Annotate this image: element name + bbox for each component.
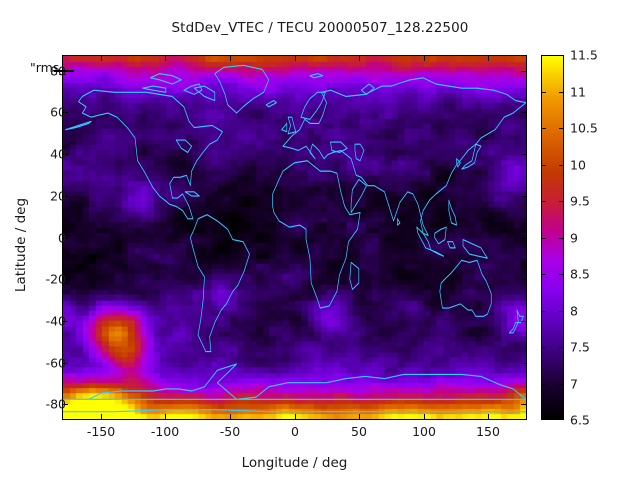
y-tick xyxy=(63,196,68,197)
colorbar-tick-label: 11.5 xyxy=(570,47,598,63)
x-tick-top xyxy=(488,56,489,61)
y-tick-right xyxy=(521,279,526,280)
y-axis-label: Latitude / deg xyxy=(13,197,29,293)
y-tick-right xyxy=(521,363,526,364)
colorbar-tick xyxy=(541,128,546,129)
x-tick xyxy=(488,414,489,419)
x-tick-top xyxy=(165,56,166,61)
colorbar-tick-right xyxy=(559,165,564,166)
y-tick-right xyxy=(521,196,526,197)
y-tick-label: -20 xyxy=(45,271,66,287)
x-tick-top xyxy=(359,56,360,61)
colorbar[interactable] xyxy=(541,55,564,420)
colorbar-tick-label: 9 xyxy=(570,230,578,246)
y-tick xyxy=(63,363,68,364)
colorbar-tick-right xyxy=(559,201,564,202)
colorbar-tick xyxy=(541,201,546,202)
colorbar-tick-label: 8.5 xyxy=(570,266,590,282)
colorbar-tick-label: 6.5 xyxy=(570,412,590,428)
y-tick-right xyxy=(521,404,526,405)
vtec-stddev-heatmap xyxy=(63,56,526,419)
colorbar-tick xyxy=(541,384,546,385)
x-tick xyxy=(295,414,296,419)
map-plot-area[interactable] xyxy=(62,55,527,420)
y-tick-label: -60 xyxy=(45,355,66,371)
colorbar-tick-right xyxy=(559,347,564,348)
colorbar-tick-right xyxy=(559,92,564,93)
x-tick-label: 150 xyxy=(476,424,500,439)
y-tick xyxy=(63,154,68,155)
y-tick-label: -80 xyxy=(45,396,66,412)
y-tick-label: -40 xyxy=(45,313,66,329)
y-tick-label: 40 xyxy=(50,146,66,162)
x-axis-label: Longitude / deg xyxy=(241,455,348,471)
x-tick xyxy=(424,414,425,419)
y-tick-right xyxy=(521,112,526,113)
colorbar-tick-label: 11 xyxy=(570,84,586,100)
colorbar-tick-label: 9.5 xyxy=(570,193,590,209)
x-tick xyxy=(359,414,360,419)
y-tick-right xyxy=(521,154,526,155)
colorbar-tick xyxy=(541,347,546,348)
y-tick-right xyxy=(521,238,526,239)
y-tick-label: 20 xyxy=(50,188,66,204)
colorbar-tick-right xyxy=(559,311,564,312)
y-tick-label: 60 xyxy=(50,104,66,120)
x-tick-label: -50 xyxy=(219,424,241,439)
x-tick-label: 50 xyxy=(351,424,367,439)
x-tick-label: -150 xyxy=(86,424,116,439)
colorbar-tick xyxy=(541,165,546,166)
y-tick xyxy=(63,71,68,72)
stray-key-text-artifact: "rms_ xyxy=(30,60,66,75)
x-tick-label: 0 xyxy=(291,424,299,439)
x-tick-top xyxy=(424,56,425,61)
y-tick xyxy=(63,321,68,322)
y-tick xyxy=(63,404,68,405)
y-tick xyxy=(63,112,68,113)
y-tick-right xyxy=(521,71,526,72)
y-tick xyxy=(63,279,68,280)
colorbar-tick-label: 7 xyxy=(570,376,578,392)
y-tick-right xyxy=(521,321,526,322)
colorbar-tick-label: 10 xyxy=(570,157,586,173)
colorbar-tick xyxy=(541,311,546,312)
x-tick-label: -100 xyxy=(150,424,180,439)
colorbar-tick-label: 10.5 xyxy=(570,120,598,136)
x-tick-top xyxy=(101,56,102,61)
x-tick xyxy=(230,414,231,419)
x-tick-top xyxy=(295,56,296,61)
x-tick-label: 100 xyxy=(412,424,436,439)
colorbar-tick-right xyxy=(559,384,564,385)
colorbar-tick xyxy=(541,274,546,275)
x-tick xyxy=(165,414,166,419)
colorbar-tick-right xyxy=(559,274,564,275)
colorbar-tick-right xyxy=(559,238,564,239)
colorbar-tick-right xyxy=(559,128,564,129)
colorbar-tick-label: 7.5 xyxy=(570,339,590,355)
y-tick-label: 0 xyxy=(58,230,66,246)
chart-title: StdDev_VTEC / TECU 20000507_128.22500 xyxy=(171,20,469,36)
colorbar-tick xyxy=(541,238,546,239)
colorbar-tick xyxy=(541,92,546,93)
x-tick-top xyxy=(230,56,231,61)
x-tick xyxy=(101,414,102,419)
y-tick xyxy=(63,238,68,239)
stray-key-line-artifact xyxy=(54,70,74,72)
colorbar-gradient xyxy=(542,56,563,419)
colorbar-tick-label: 8 xyxy=(570,303,578,319)
